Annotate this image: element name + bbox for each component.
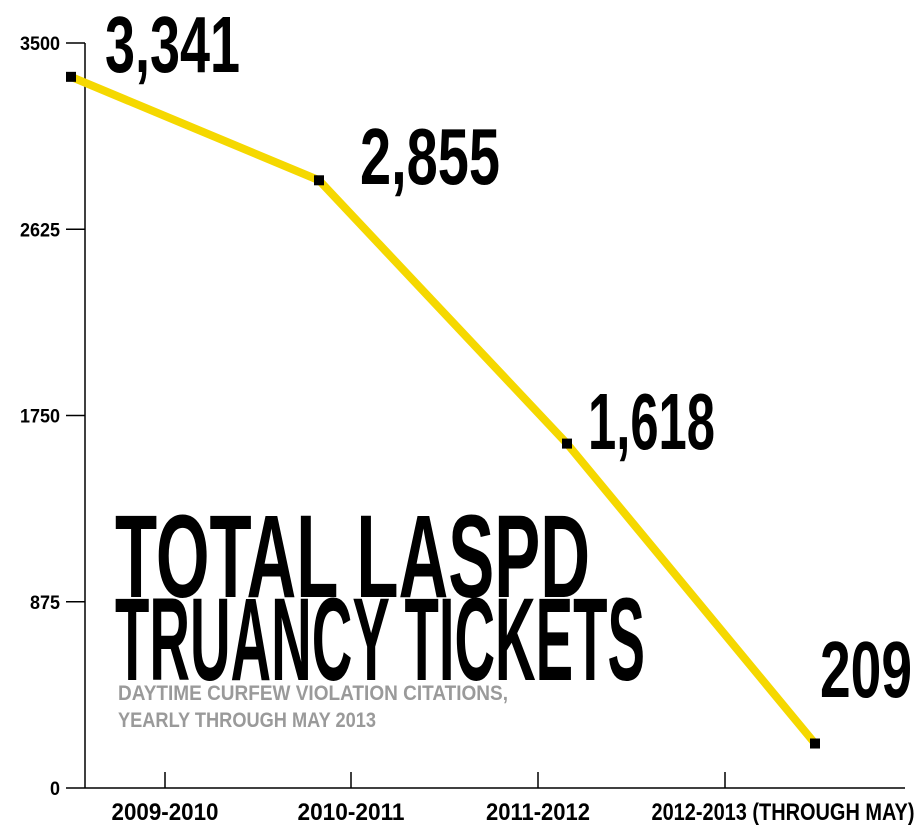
y-tick-label: 1750 [20,407,60,428]
y-tick-label: 2625 [20,220,60,241]
data-point [562,438,572,449]
data-label: 3,341 [105,0,240,89]
data-line [69,73,819,747]
x-tick-label: 2012-2013 (THROUGH MAY) [652,799,915,826]
data-label: 1,618 [588,377,715,466]
x-tick-label: 2010-2011 [298,799,405,826]
x-tick-label: 2009-2010 [112,799,219,826]
data-point [314,175,324,186]
data-label: 2,855 [360,112,500,201]
y-tick-label: 0 [50,779,60,800]
data-point [810,738,820,749]
data-label: 209 [820,625,912,714]
chart-title: TOTAL LASPD [115,491,590,623]
data-point [66,71,76,82]
chart-title: TRUANCY TICKETS [115,574,645,706]
y-tick-label: 875 [30,593,60,614]
x-tick-label: 2011-2012 [486,799,590,826]
chart-subtitle: DAYTIME CURFEW VIOLATION CITATIONS, [118,682,508,705]
chart-subtitle: YEARLY THROUGH MAY 2013 [118,709,376,732]
y-tick-label: 3500 [20,34,60,55]
